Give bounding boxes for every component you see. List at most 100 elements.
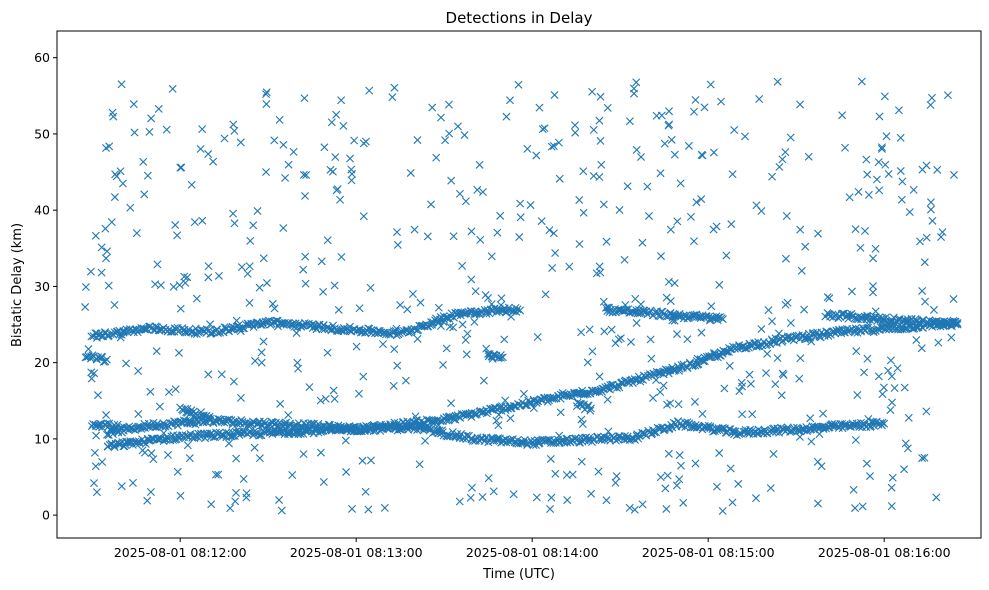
data-point <box>595 172 604 181</box>
data-point <box>797 425 806 434</box>
data-point <box>922 407 931 416</box>
data-point <box>841 143 850 152</box>
data-point <box>468 436 477 445</box>
data-point <box>104 281 113 290</box>
data-point <box>276 399 285 408</box>
data-point <box>255 431 264 440</box>
data-point <box>337 252 346 261</box>
data-point <box>129 100 138 109</box>
data-point <box>922 233 931 242</box>
data-point <box>262 168 271 177</box>
data-point <box>204 150 213 159</box>
data-point <box>565 262 574 271</box>
data-point <box>126 203 135 212</box>
data-point <box>807 437 816 446</box>
data-point <box>427 318 436 327</box>
data-point <box>895 315 904 323</box>
data-point <box>497 353 506 362</box>
data-point <box>455 497 464 506</box>
data-point <box>453 311 462 320</box>
data-point <box>599 200 608 209</box>
data-point <box>231 497 240 506</box>
data-point <box>98 458 107 467</box>
data-point <box>938 228 947 237</box>
data-point <box>725 361 734 370</box>
data-point <box>755 95 764 104</box>
data-point <box>168 84 177 93</box>
data-point <box>620 255 629 264</box>
data-point <box>858 502 867 511</box>
data-point <box>768 317 777 326</box>
data-point <box>554 138 563 147</box>
data-point <box>882 132 891 141</box>
y-tick-label: 30 <box>34 279 50 294</box>
data-point <box>171 385 180 394</box>
data-point <box>342 467 351 476</box>
data-point <box>926 205 935 214</box>
data-point <box>676 179 685 188</box>
data-point <box>857 77 866 86</box>
data-point <box>461 197 470 206</box>
data-point <box>479 376 488 385</box>
data-point <box>320 143 329 152</box>
data-point <box>286 419 295 428</box>
data-point <box>389 381 398 390</box>
data-point <box>694 360 703 369</box>
data-point <box>715 449 724 458</box>
data-point <box>670 279 679 288</box>
data-point <box>498 353 507 362</box>
data-point <box>868 288 877 297</box>
data-point <box>549 438 558 447</box>
x-tick-label: 2025-08-01 08:15:00 <box>642 545 775 560</box>
data-point <box>577 457 586 466</box>
data-point <box>458 320 467 329</box>
data-point <box>786 319 795 327</box>
data-point <box>262 100 271 109</box>
data-point <box>890 384 899 393</box>
data-point <box>848 421 857 430</box>
data-point <box>532 493 541 502</box>
data-point <box>299 265 308 274</box>
data-point <box>670 150 679 159</box>
data-point <box>98 353 107 362</box>
data-point <box>174 417 183 426</box>
data-point <box>863 311 872 320</box>
data-point <box>851 225 860 234</box>
data-point <box>427 200 436 209</box>
data-point <box>545 226 554 235</box>
data-point <box>819 424 828 433</box>
data-point <box>712 482 721 491</box>
data-point <box>851 504 860 513</box>
data-point <box>475 160 484 169</box>
data-point <box>321 394 330 403</box>
data-point <box>251 356 260 365</box>
data-point <box>602 496 611 505</box>
data-point <box>632 145 641 154</box>
data-point <box>494 421 503 430</box>
data-point <box>707 302 716 311</box>
data-point <box>284 411 293 420</box>
data-point <box>470 317 479 326</box>
data-point <box>203 413 212 422</box>
data-point <box>709 148 718 157</box>
data-point <box>583 358 592 367</box>
y-tick-label: 60 <box>34 50 50 65</box>
data-point <box>921 297 930 306</box>
data-point <box>884 366 893 375</box>
data-point <box>143 496 152 505</box>
data-point <box>281 173 290 182</box>
data-point <box>760 425 769 434</box>
data-point <box>198 216 207 225</box>
data-point <box>346 154 355 163</box>
data-point <box>262 88 271 97</box>
data-point <box>187 180 196 189</box>
data-point <box>445 322 454 331</box>
data-point <box>555 174 564 183</box>
data-point <box>206 320 215 329</box>
data-point <box>900 465 909 474</box>
data-point <box>102 254 111 263</box>
data-point <box>286 320 295 329</box>
data-point <box>625 503 634 512</box>
data-point <box>862 155 871 164</box>
data-point <box>551 469 560 478</box>
